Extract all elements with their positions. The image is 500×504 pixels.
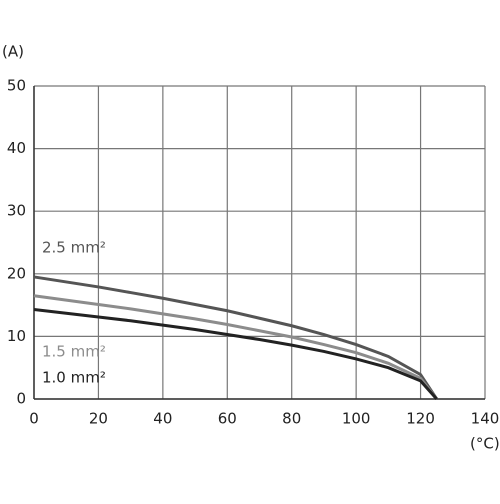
x-tick-label: 100 bbox=[342, 410, 371, 428]
x-tick-label: 40 bbox=[153, 410, 172, 428]
x-tick-label: 0 bbox=[29, 410, 39, 428]
x-tick-label: 20 bbox=[89, 410, 108, 428]
y-tick-label: 20 bbox=[7, 264, 26, 282]
series-line bbox=[33, 307, 438, 400]
series-label: 1.0 mm² bbox=[42, 369, 106, 387]
series-label: 1.5 mm² bbox=[42, 343, 106, 361]
series-line bbox=[33, 294, 438, 400]
x-tick-label: 140 bbox=[471, 410, 500, 428]
y-axis-label: (A) bbox=[2, 43, 24, 61]
x-axis-label: (°C) bbox=[470, 435, 500, 453]
x-tick-label: 80 bbox=[282, 410, 301, 428]
y-tick-label: 0 bbox=[16, 390, 26, 408]
y-tick-label: 10 bbox=[7, 327, 26, 345]
series-label: 2.5 mm² bbox=[42, 239, 106, 257]
y-tick-label: 40 bbox=[7, 139, 26, 157]
x-tick-label: 60 bbox=[218, 410, 237, 428]
series-line bbox=[33, 275, 438, 400]
y-tick-label: 50 bbox=[7, 77, 26, 95]
y-tick-label: 30 bbox=[7, 202, 26, 220]
x-tick-label: 120 bbox=[406, 410, 435, 428]
